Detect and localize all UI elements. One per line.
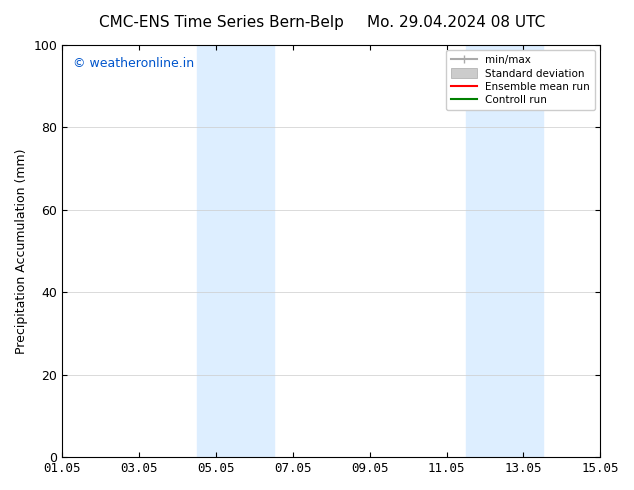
Bar xyxy=(466,45,543,457)
Y-axis label: Precipitation Accumulation (mm): Precipitation Accumulation (mm) xyxy=(15,148,28,354)
Text: CMC-ENS Time Series Bern-Belp: CMC-ENS Time Series Bern-Belp xyxy=(100,15,344,30)
Text: Mo. 29.04.2024 08 UTC: Mo. 29.04.2024 08 UTC xyxy=(367,15,546,30)
Legend: min/max, Standard deviation, Ensemble mean run, Controll run: min/max, Standard deviation, Ensemble me… xyxy=(446,49,595,110)
Bar xyxy=(197,45,274,457)
Text: © weatheronline.in: © weatheronline.in xyxy=(73,57,194,70)
